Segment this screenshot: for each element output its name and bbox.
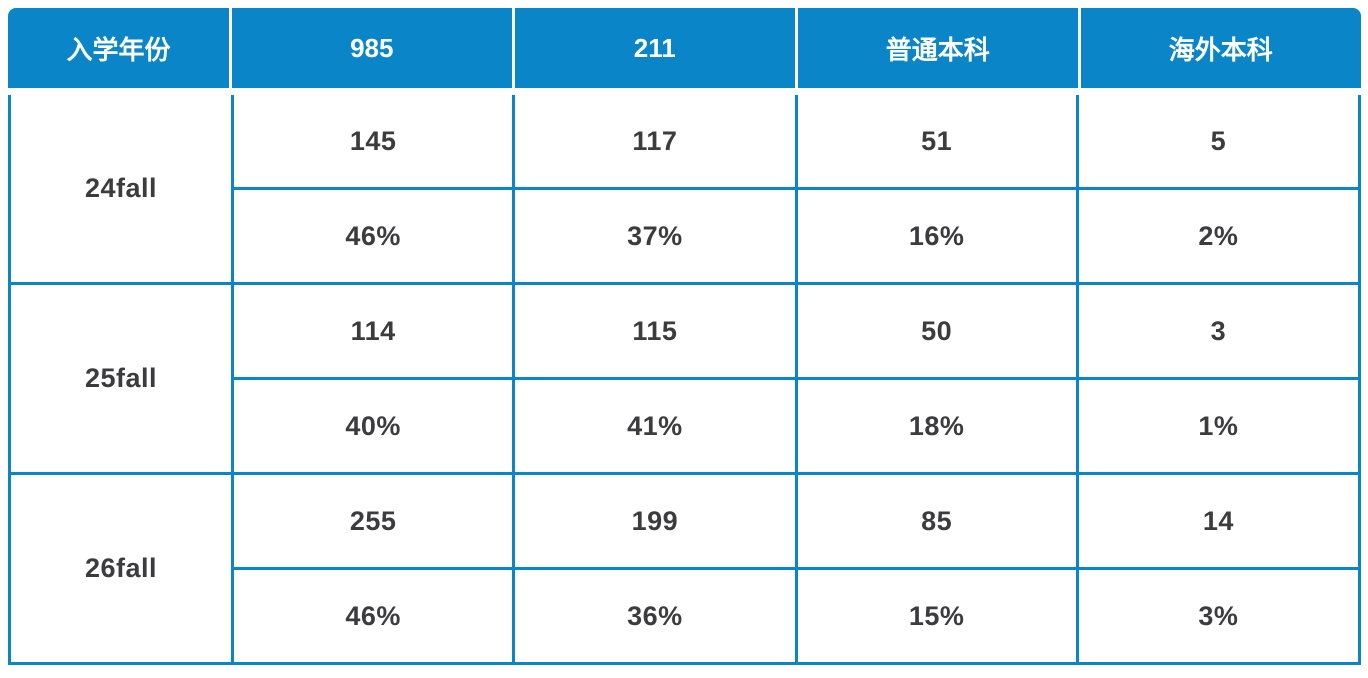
percent-cell: 2%	[1078, 190, 1358, 282]
count-cell: 50	[797, 285, 1076, 377]
header-cell-enrollment-year: 入学年份	[8, 8, 230, 88]
count-cell: 145	[234, 95, 513, 187]
percent-cell: 18%	[797, 380, 1076, 472]
percent-cell: 46%	[234, 570, 513, 662]
row-label-25fall: 25fall	[11, 285, 232, 472]
count-cell: 117	[515, 95, 795, 187]
count-cell: 85	[797, 475, 1076, 567]
count-cell: 114	[234, 285, 513, 377]
row-label-24fall: 24fall	[11, 95, 232, 282]
percent-cell: 3%	[1078, 570, 1358, 662]
table-header-row: 入学年份 985 211 普通本科 海外本科	[8, 8, 1361, 88]
percent-cell: 1%	[1078, 380, 1358, 472]
count-cell: 5	[1078, 95, 1358, 187]
percent-cell: 36%	[515, 570, 795, 662]
percent-cell: 41%	[515, 380, 795, 472]
percent-cell: 37%	[515, 190, 795, 282]
count-cell: 51	[797, 95, 1076, 187]
table-body: 24fall 145 117 51 5 46% 37% 16% 2% 25fal…	[8, 95, 1361, 665]
header-cell-985: 985	[232, 8, 512, 88]
count-cell: 14	[1078, 475, 1358, 567]
admissions-table: 入学年份 985 211 普通本科 海外本科 24fall 145 117 51…	[8, 8, 1361, 665]
count-cell: 3	[1078, 285, 1358, 377]
percent-cell: 40%	[234, 380, 513, 472]
count-cell: 115	[515, 285, 795, 377]
count-cell: 199	[515, 475, 795, 567]
count-cell: 255	[234, 475, 513, 567]
header-cell-211: 211	[514, 8, 795, 88]
header-cell-regular-bachelor: 普通本科	[798, 8, 1078, 88]
percent-cell: 15%	[797, 570, 1076, 662]
header-cell-overseas-bachelor: 海外本科	[1080, 8, 1361, 88]
percent-cell: 16%	[797, 190, 1076, 282]
row-label-26fall: 26fall	[11, 475, 232, 662]
percent-cell: 46%	[234, 190, 513, 282]
